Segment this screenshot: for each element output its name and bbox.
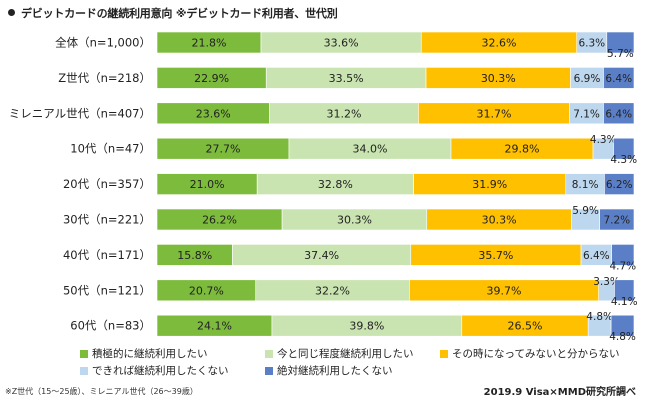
legend-swatch [80, 366, 88, 375]
data-label: 30.3% [337, 214, 372, 227]
data-label: 31.7% [477, 107, 512, 120]
data-label: 15.8% [177, 249, 212, 262]
data-label: 6.4% [605, 108, 632, 120]
data-label: 23.6% [196, 107, 231, 120]
bar-segment [606, 31, 635, 54]
data-label: 7.2% [603, 215, 630, 227]
legend-label: 絶対継続利用したくない [277, 365, 393, 377]
legend-item: できれば継続利用したくない [80, 363, 229, 378]
data-label: 32.2% [315, 284, 350, 297]
data-label: 5.7% [607, 48, 634, 60]
bar-segment [603, 67, 635, 89]
data-label: 4.7% [609, 260, 636, 272]
data-label: 4.3% [610, 154, 637, 166]
data-label: 7.1% [573, 108, 600, 120]
data-label: 6.4% [605, 73, 632, 85]
data-label: 35.7% [478, 249, 513, 262]
chart-title: デビットカードの継続利用意向 ※デビットカード利用者、世代別 [8, 5, 338, 21]
data-label: 3.3% [593, 276, 620, 288]
data-label: 33.5% [329, 72, 364, 85]
data-label: 29.8% [505, 143, 540, 156]
bar-segment [611, 244, 635, 266]
legend-item: 今と同じ程度継続利用したい [265, 346, 414, 361]
data-label: 4.8% [609, 331, 636, 343]
data-label: 6.4% [583, 250, 610, 262]
category-label: Z世代（n=218） [58, 71, 151, 85]
category-label: 40代（n=171） [63, 248, 151, 262]
bar-segment [599, 208, 635, 231]
data-label: 5.9% [572, 205, 599, 217]
data-label: 34.0% [353, 143, 388, 156]
legend-swatch [265, 349, 273, 358]
data-label: 32.8% [318, 178, 353, 191]
category-label: 20代（n=357） [63, 177, 151, 191]
data-label: 30.3% [482, 214, 517, 227]
data-label: 32.6% [482, 37, 517, 50]
data-label: 6.2% [606, 179, 633, 191]
data-label: 31.2% [327, 107, 362, 120]
data-label: 4.8% [586, 311, 613, 323]
category-label: ミレニアル世代（n=407） [9, 106, 151, 120]
data-label: 26.2% [202, 214, 237, 227]
bar-segment [610, 314, 635, 337]
legend-label: その時になってみないと分からない [452, 348, 620, 360]
data-label: 30.3% [481, 72, 516, 85]
legend-label: 今と同じ程度継続利用したい [277, 348, 414, 360]
title-bullet-icon [8, 9, 15, 16]
data-label: 8.1% [572, 179, 599, 191]
data-label: 22.9% [194, 72, 229, 85]
source-credit: 2019.9 Visa×MMD研究所調べ [483, 387, 636, 398]
bar-segment [603, 102, 635, 125]
data-label: 6.3% [578, 38, 605, 50]
bar-segment [604, 173, 635, 195]
data-label: 6.9% [574, 73, 601, 85]
data-label: 4.1% [611, 296, 638, 308]
legend-item: その時になってみないと分からない [440, 346, 619, 361]
data-label: 31.9% [472, 178, 507, 191]
data-label: 26.5% [508, 320, 543, 333]
data-label: 24.1% [197, 320, 232, 333]
data-label: 21.0% [190, 178, 225, 191]
bar-segment [614, 279, 635, 302]
data-label: 20.7% [189, 284, 224, 297]
category-label: 50代（n=121） [63, 283, 151, 297]
legend-swatch [80, 349, 88, 358]
legend-label: できれば継続利用したくない [92, 365, 229, 377]
data-label: 39.8% [349, 320, 384, 333]
legend-item: 積極的に継続利用したい [80, 346, 208, 361]
chart-title-text: デビットカードの継続利用意向 ※デビットカード利用者、世代別 [21, 7, 338, 20]
data-label: 27.7% [206, 143, 241, 156]
legend-label: 積極的に継続利用したい [92, 348, 208, 360]
footnote: ※Z世代（15～25歳）、ミレニアル世代（26～39歳） [5, 387, 198, 396]
category-label: 全体（n=1,000） [55, 36, 151, 50]
category-label: 10代（n=47） [70, 142, 151, 156]
data-label: 37.4% [304, 249, 339, 262]
data-label: 33.6% [324, 37, 359, 50]
category-label: 30代（n=221） [63, 213, 151, 227]
bar-segment [613, 137, 635, 160]
data-label: 4.3% [590, 134, 617, 146]
legend-item: 絶対継続利用したくない [265, 363, 393, 378]
data-label: 39.7% [487, 284, 522, 297]
data-label: 21.8% [192, 37, 227, 50]
category-label: 60代（n=83） [70, 319, 151, 333]
legend-swatch [265, 366, 273, 375]
legend-swatch [440, 349, 448, 358]
